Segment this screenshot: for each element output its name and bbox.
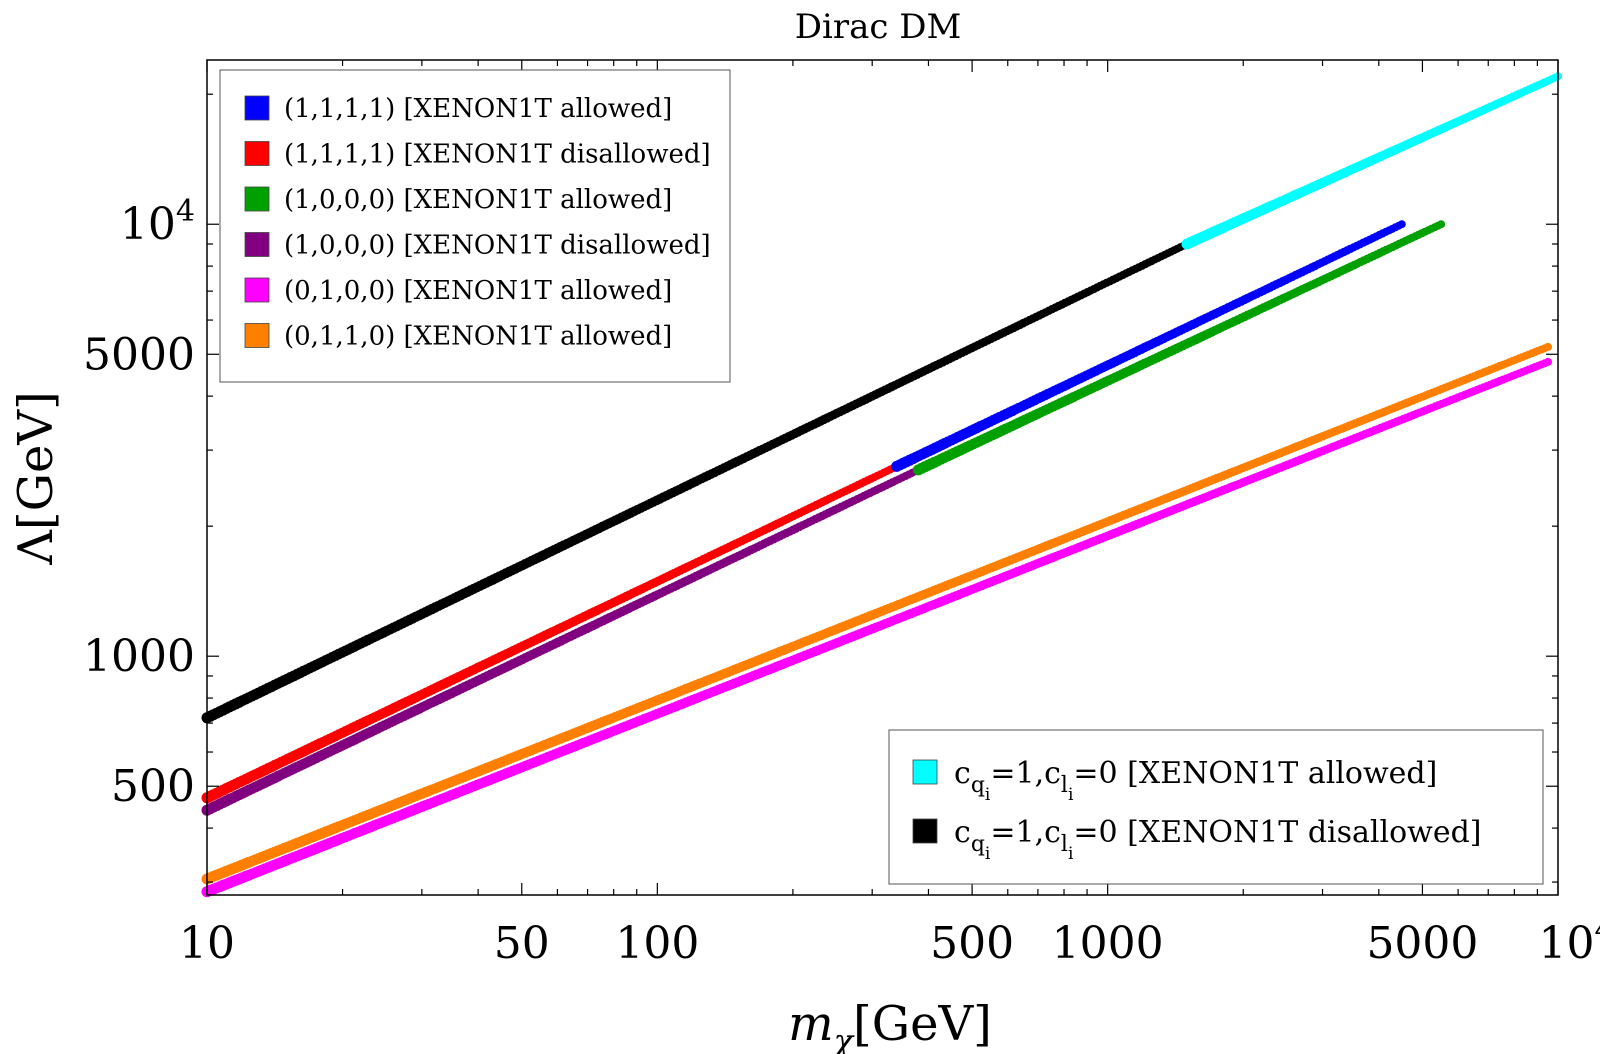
legend-swatch [244, 141, 270, 166]
data-point-series-6 [1544, 342, 1552, 351]
y-tick-label: 104 [120, 194, 195, 250]
y-axis-title: Λ[GeV] [8, 391, 64, 566]
data-point-series-7 [1544, 357, 1552, 366]
data-points [201, 72, 1562, 898]
x-axis-title: mχ[GeV] [788, 996, 992, 1054]
legend-label: (1,0,0,0) [XENON1T disallowed] [284, 231, 711, 261]
legend-bottom-right: cqi=1,cli=0 [XENON1T allowed] cqi=1,cli=0… [888, 729, 1544, 885]
legend-top-left: (1,1,1,1) [XENON1T allowed] (1,1,1,1) [XE… [219, 69, 731, 383]
x-tick-label: 5000 [1366, 918, 1478, 969]
legend-top-left-frame [219, 69, 731, 383]
axis-ticks [206, 60, 1559, 895]
legend-label: (1,1,1,1) [XENON1T disallowed] [284, 140, 711, 170]
legend-label: (0,1,0,0) [XENON1T allowed] [284, 276, 672, 306]
legend-label: cqi=1,cli=0 [XENON1T disallowed] [954, 815, 1482, 864]
x-tick-label: 1000 [1052, 918, 1164, 969]
legend-swatch [912, 818, 938, 844]
chart-title: Dirac DM [795, 7, 962, 47]
y-tick-label: 1000 [83, 631, 195, 682]
legend-label: (0,1,1,0) [XENON1T allowed] [284, 322, 672, 352]
tick-labels: 10 50 100 500 1000 5000 104 500 1000 5000 104 [83, 194, 1600, 969]
legend-bottom-right-frame [888, 729, 1544, 885]
legend-label: (1,0,0,0) [XENON1T allowed] [284, 185, 672, 215]
x-tick-label: 500 [930, 918, 1014, 969]
legend-swatch [244, 186, 270, 212]
x-tick-label: 10 [179, 918, 235, 969]
legend-label: cqi=1,cli=0 [XENON1T allowed] [954, 756, 1437, 805]
legend-swatch [244, 277, 270, 303]
y-tick-label: 500 [111, 761, 195, 812]
plot-frame [206, 59, 1559, 896]
x-tick-label: 104 [1538, 913, 1600, 969]
legend-swatch [244, 232, 270, 257]
x-tick-label: 50 [494, 918, 550, 969]
legend-swatch [244, 95, 270, 121]
legend-swatch [244, 323, 270, 348]
legend-label: (1,1,1,1) [XENON1T allowed] [284, 94, 672, 124]
data-point-series-5 [1437, 220, 1446, 229]
legend-swatch [912, 759, 938, 785]
x-tick-label: 100 [615, 918, 699, 969]
data-point-series-3 [1397, 220, 1406, 229]
y-tick-label: 5000 [83, 329, 195, 380]
